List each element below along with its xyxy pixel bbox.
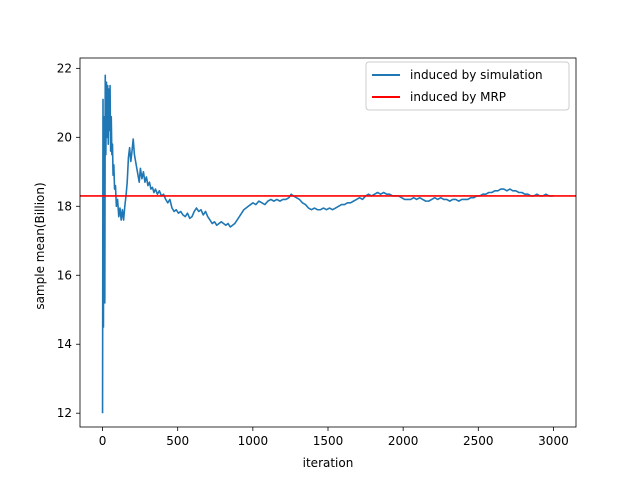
legend-box xyxy=(365,61,570,111)
x-tick-label: 2500 xyxy=(463,434,494,448)
x-tick-label: 2000 xyxy=(388,434,419,448)
y-tick-label: 22 xyxy=(57,61,72,75)
plot-area xyxy=(80,74,576,414)
axes: 0 500 1000 1500 2000 2500 3000 12 14 16 18 20 22 xyxy=(57,57,577,448)
series-simulation-line xyxy=(101,74,554,414)
x-tick-label: 1500 xyxy=(313,434,344,448)
y-tick-label: 14 xyxy=(57,337,72,351)
legend-entry-label: induced by MRP xyxy=(410,90,506,104)
legend-entry-label: induced by simulation xyxy=(410,68,543,82)
x-tick-label: 500 xyxy=(166,434,189,448)
y-tick-label: 12 xyxy=(57,406,72,420)
y-tick-label: 20 xyxy=(57,130,72,144)
y-tick-label: 16 xyxy=(57,268,72,282)
x-tick-label: 1000 xyxy=(238,434,269,448)
x-axis-label: iteration xyxy=(303,456,354,470)
y-tick-label: 18 xyxy=(57,199,72,213)
x-tick-label: 0 xyxy=(99,434,107,448)
y-axis-label: sample mean(Billion) xyxy=(33,182,47,309)
legend: induced by simulation induced by MRP xyxy=(365,61,570,111)
x-tick-label: 3000 xyxy=(538,434,569,448)
